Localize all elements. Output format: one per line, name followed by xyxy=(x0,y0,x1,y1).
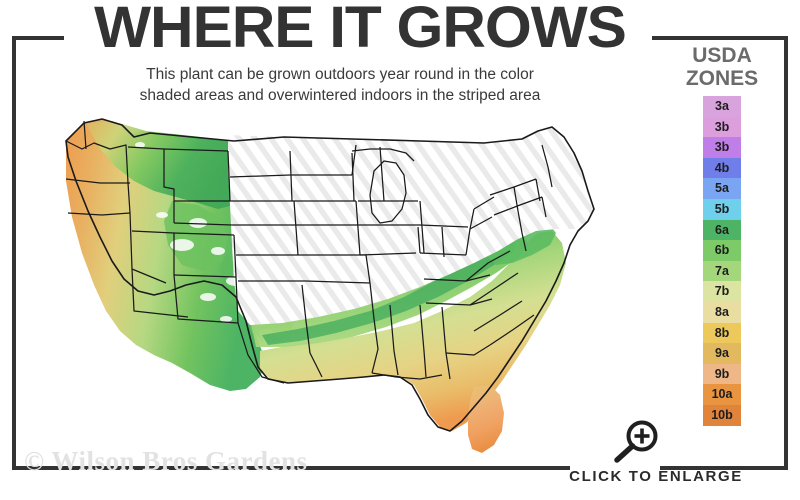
legend-swatch-3b-lower: 3b xyxy=(703,137,741,158)
usda-zones-legend: USDA ZONES 3a 3b 3b 4b 5a 5b 6a 6b 7a 7b 8a 8b 9a 9b 1… xyxy=(662,44,782,426)
map-state-boundaries xyxy=(65,118,595,432)
legend-swatch-6b: 6b xyxy=(703,240,741,261)
legend-swatch-6a: 6a xyxy=(703,219,741,241)
legend-title: USDA ZONES xyxy=(662,44,782,90)
legend-swatch-9b: 9b xyxy=(703,363,741,385)
legend-swatch-9a: 9a xyxy=(703,343,741,364)
frame-bottom-right-segment xyxy=(660,466,788,470)
frame-top-right-segment xyxy=(652,36,788,40)
legend-swatch-3b-upper: 3b xyxy=(703,116,741,138)
magnifier-plus-icon[interactable] xyxy=(608,418,664,466)
legend-title-line-1: USDA xyxy=(692,44,752,67)
legend-swatch-7a: 7a xyxy=(703,260,741,282)
legend-swatch-5a: 5a xyxy=(703,178,741,199)
legend-swatch-10b: 10b xyxy=(703,404,741,426)
map-hatched-overwinter-region xyxy=(228,127,594,325)
legend-swatch-8b: 8b xyxy=(703,322,741,344)
usda-zone-map[interactable] xyxy=(22,105,642,460)
subtitle-line-2: shaded areas and overwintered indoors in… xyxy=(139,87,541,104)
legend-swatch-3a: 3a xyxy=(703,96,741,117)
subtitle: This plant can be grown outdoors year ro… xyxy=(60,64,620,106)
watermark: © Wilson Bros Gardens xyxy=(24,446,308,476)
frame-right-segment xyxy=(784,36,788,470)
map-northeast-coastal-green xyxy=(488,223,556,265)
map-pnw-overlay xyxy=(86,121,236,209)
subtitle-line-1: This plant can be grown outdoors year ro… xyxy=(146,66,534,83)
legend-swatch-7b: 7b xyxy=(703,281,741,302)
magnifier-plus-glyph xyxy=(614,420,658,463)
map-southeast-fill xyxy=(260,231,566,431)
legend-swatch-4b: 4b xyxy=(703,157,741,179)
click-to-enlarge-label[interactable]: CLICK TO ENLARGE xyxy=(569,468,743,485)
frame-top-left-segment xyxy=(12,36,64,40)
map-svg xyxy=(65,118,595,453)
frame-left-segment xyxy=(12,36,16,470)
page-title: WHERE IT GROWS xyxy=(94,0,627,60)
frame-bottom-segment xyxy=(12,466,570,470)
legend-title-line-2: ZONES xyxy=(685,67,759,90)
legend-swatch-list: 3a 3b 3b 4b 5a 5b 6a 6b 7a 7b 8a 8b 9a 9b 10a 10b xyxy=(662,96,782,426)
legend-swatch-10a: 10a xyxy=(703,384,741,405)
legend-swatch-5b: 5b xyxy=(703,198,741,220)
legend-swatch-8a: 8a xyxy=(703,301,741,323)
map-florida xyxy=(468,385,504,453)
